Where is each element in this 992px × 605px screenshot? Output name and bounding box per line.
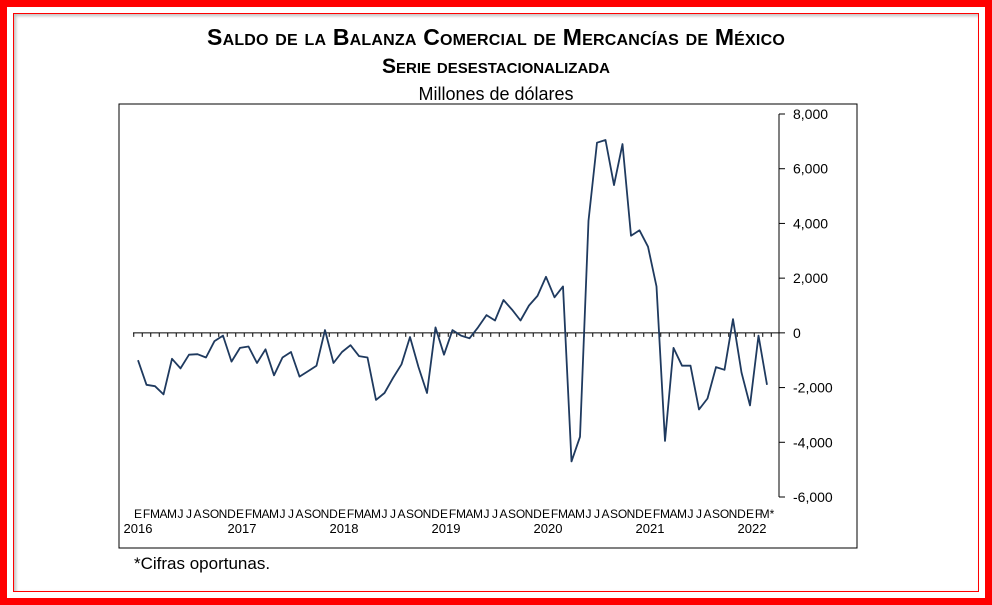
x-month-label: J [586, 507, 592, 521]
x-month-label: J [288, 507, 294, 521]
series-line [137, 139, 768, 463]
x-month-label: J [178, 507, 184, 521]
x-month-label: M [677, 507, 687, 521]
x-month-label: J [696, 507, 702, 521]
x-year-label: 2018 [330, 521, 359, 536]
x-month-label: A [499, 507, 507, 521]
y-tick-label: 0 [793, 325, 801, 341]
x-month-label: M* [760, 507, 775, 521]
x-month-label: E [746, 507, 754, 521]
x-month-label: F [449, 507, 456, 521]
x-month-label: D [227, 507, 236, 521]
y-tick-label: 6,000 [793, 161, 828, 177]
x-month-label: M [575, 507, 585, 521]
x-year-label: 2020 [534, 521, 563, 536]
x-month-label: A [159, 507, 167, 521]
x-month-label: A [669, 507, 677, 521]
x-month-label: M [456, 507, 466, 521]
x-month-label: O [312, 507, 321, 521]
x-month-label: O [720, 507, 729, 521]
x-month-label: J [382, 507, 388, 521]
x-month-label: E [440, 507, 448, 521]
x-month-label: N [321, 507, 330, 521]
x-month-label: A [363, 507, 371, 521]
x-month-label: F [347, 507, 354, 521]
y-tick-label: 8,000 [793, 106, 828, 122]
chart-title: Saldo de la Balanza Comercial de Mercanc… [207, 24, 785, 50]
x-month-label: M [269, 507, 279, 521]
x-month-label: O [414, 507, 423, 521]
x-month-label: O [210, 507, 219, 521]
x-month-label: S [610, 507, 618, 521]
x-month-label: D [635, 507, 644, 521]
chart-units: Millones de dólares [418, 84, 574, 104]
x-month-label: N [729, 507, 738, 521]
x-month-label: A [601, 507, 609, 521]
y-tick-label: -6,000 [793, 489, 833, 505]
x-year-label: 2022 [738, 521, 767, 536]
plot-area-border [118, 103, 858, 549]
x-month-label: E [134, 507, 142, 521]
y-tick-label: 4,000 [793, 215, 828, 231]
x-month-label: A [703, 507, 711, 521]
x-month-label: J [390, 507, 396, 521]
x-month-label: M [252, 507, 262, 521]
x-month-label: A [193, 507, 201, 521]
x-month-label: E [338, 507, 346, 521]
chart-subtitle: Serie desestacionalizada [382, 55, 610, 78]
x-month-label: S [406, 507, 414, 521]
x-month-label: A [465, 507, 473, 521]
x-month-label: J [594, 507, 600, 521]
x-month-label: F [755, 507, 762, 521]
x-month-label: N [219, 507, 228, 521]
x-month-label: E [236, 507, 244, 521]
x-month-label: J [688, 507, 694, 521]
x-month-label: S [712, 507, 720, 521]
x-year-label: 2021 [636, 521, 665, 536]
x-month-label: S [508, 507, 516, 521]
x-month-label: N [423, 507, 432, 521]
footnote: *Cifras oportunas. [134, 554, 271, 573]
x-year-label: 2016 [124, 521, 153, 536]
y-tick-label: -2,000 [793, 380, 833, 396]
x-year-label: 2017 [228, 521, 257, 536]
x-month-label: J [484, 507, 490, 521]
x-month-label: D [329, 507, 338, 521]
x-month-label: M [660, 507, 670, 521]
x-month-label: F [551, 507, 558, 521]
x-month-label: M [167, 507, 177, 521]
x-month-label: O [516, 507, 525, 521]
x-month-label: M [558, 507, 568, 521]
x-month-label: M [354, 507, 364, 521]
x-month-label: M [150, 507, 160, 521]
x-month-label: E [644, 507, 652, 521]
x-month-label: F [653, 507, 660, 521]
x-month-label: A [567, 507, 575, 521]
y-tick-label: 2,000 [793, 270, 828, 286]
x-month-label: J [280, 507, 286, 521]
x-month-label: A [261, 507, 269, 521]
y-tick-label: -4,000 [793, 434, 833, 450]
x-month-label: F [245, 507, 252, 521]
x-year-label: 2019 [432, 521, 461, 536]
x-month-label: O [618, 507, 627, 521]
x-month-label: J [492, 507, 498, 521]
x-month-label: D [533, 507, 542, 521]
x-month-label: S [304, 507, 312, 521]
x-month-label: E [542, 507, 550, 521]
x-month-label: D [431, 507, 440, 521]
x-month-label: S [202, 507, 210, 521]
x-month-label: M [371, 507, 381, 521]
x-month-label: A [397, 507, 405, 521]
x-month-label: N [627, 507, 636, 521]
x-month-label: A [295, 507, 303, 521]
x-month-label: F [143, 507, 150, 521]
x-month-label: D [737, 507, 746, 521]
x-month-label: N [525, 507, 534, 521]
x-month-label: M [473, 507, 483, 521]
x-month-label: J [186, 507, 192, 521]
inner-frame [13, 13, 979, 592]
